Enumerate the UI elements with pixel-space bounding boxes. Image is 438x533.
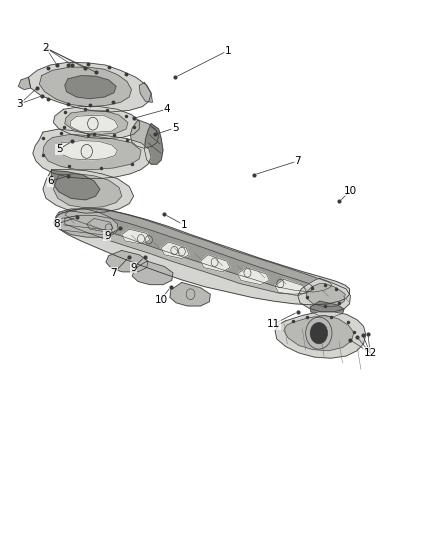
- Polygon shape: [65, 111, 128, 134]
- Text: 11: 11: [267, 319, 280, 329]
- Polygon shape: [53, 174, 122, 208]
- Polygon shape: [33, 129, 151, 179]
- Text: 9: 9: [130, 263, 137, 272]
- Polygon shape: [39, 67, 131, 107]
- Polygon shape: [170, 282, 210, 306]
- Text: 2: 2: [42, 43, 49, 53]
- Text: 10: 10: [344, 186, 357, 196]
- Polygon shape: [161, 242, 189, 259]
- Polygon shape: [55, 209, 118, 237]
- Text: 8: 8: [53, 219, 60, 229]
- Text: 1: 1: [180, 220, 187, 230]
- Polygon shape: [122, 229, 150, 244]
- Text: 1: 1: [224, 46, 231, 55]
- Polygon shape: [132, 261, 173, 285]
- Circle shape: [310, 322, 328, 344]
- Polygon shape: [43, 134, 141, 169]
- Polygon shape: [131, 120, 159, 148]
- Polygon shape: [201, 255, 230, 272]
- Text: 4: 4: [163, 104, 170, 114]
- Text: 5: 5: [172, 123, 179, 133]
- Polygon shape: [18, 77, 31, 90]
- Polygon shape: [52, 171, 100, 200]
- Polygon shape: [307, 284, 345, 307]
- Polygon shape: [139, 83, 152, 102]
- Polygon shape: [65, 215, 313, 294]
- Polygon shape: [65, 208, 332, 292]
- Polygon shape: [237, 268, 269, 285]
- Polygon shape: [65, 76, 116, 99]
- Polygon shape: [298, 278, 350, 312]
- Polygon shape: [87, 219, 113, 232]
- Text: 6: 6: [47, 176, 54, 186]
- Text: 3: 3: [16, 99, 23, 109]
- Text: 12: 12: [364, 348, 377, 358]
- Text: 10: 10: [155, 295, 168, 304]
- Polygon shape: [284, 316, 354, 351]
- Polygon shape: [59, 141, 117, 160]
- Polygon shape: [310, 301, 344, 317]
- Text: 7: 7: [110, 268, 117, 278]
- Text: 9: 9: [104, 231, 111, 240]
- Polygon shape: [275, 279, 307, 296]
- Text: 7: 7: [294, 156, 301, 166]
- Polygon shape: [53, 209, 350, 305]
- Polygon shape: [70, 115, 118, 132]
- Polygon shape: [53, 107, 139, 139]
- Polygon shape: [43, 169, 134, 213]
- Polygon shape: [275, 312, 366, 358]
- Polygon shape: [145, 124, 163, 164]
- Text: 5: 5: [56, 144, 63, 154]
- Polygon shape: [28, 62, 151, 112]
- Polygon shape: [106, 251, 148, 272]
